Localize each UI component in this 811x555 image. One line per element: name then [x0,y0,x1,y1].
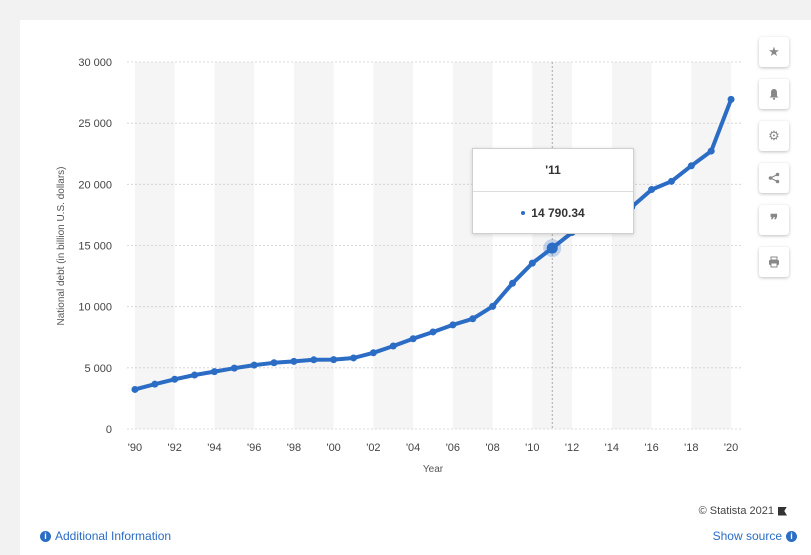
copyright-text: © Statista 2021 [698,505,774,517]
x-tick-label: '98 [287,442,301,454]
x-tick-label: '92 [168,442,182,454]
data-point[interactable] [369,349,377,357]
x-tick-label: '14 [605,442,619,454]
quote-icon: ❞ [769,212,779,229]
y-axis-title: National debt (in billion U.S. dollars) [56,167,67,326]
x-tick-label: '04 [406,442,420,454]
data-point[interactable] [648,186,656,194]
share-icon [768,172,780,184]
data-point[interactable] [546,242,558,254]
y-tick-label: 10 000 [78,302,112,314]
y-tick-label: 0 [106,424,112,436]
share-button[interactable] [759,163,789,193]
data-point[interactable] [270,359,278,367]
tooltip-value-row: 14 790.34 [473,192,633,233]
x-tick-label: '94 [207,442,221,454]
notification-button[interactable] [759,79,789,109]
data-point[interactable] [489,302,497,310]
y-tick-label: 30 000 [78,57,112,69]
data-point[interactable] [429,328,437,336]
x-tick-label: '16 [644,442,658,454]
data-tooltip: '11 14 790.34 [472,148,634,234]
tooltip-value: 14 790.34 [531,205,585,220]
data-point[interactable] [409,335,417,343]
y-tick-label: 15 000 [78,241,112,253]
data-point[interactable] [191,371,199,379]
data-point[interactable] [528,259,536,267]
x-tick-label: '18 [684,442,698,454]
info-icon: i [40,530,51,542]
settings-button[interactable]: ⚙ [759,121,789,151]
x-tick-label: '06 [446,442,460,454]
x-tick-label: '90 [128,442,142,454]
star-icon: ★ [768,44,780,59]
x-tick-label: '10 [525,442,539,454]
tooltip-series-dot-icon [521,210,526,215]
y-axis-ticks: 0 5 000 10 000 15 000 20 000 25 000 30 000 [78,57,112,436]
x-tick-label: '20 [724,442,738,454]
print-icon [769,256,779,268]
data-point[interactable] [131,385,139,393]
show-source-link[interactable]: Show source i [713,529,797,543]
additional-information-link[interactable]: i Additional Information [40,529,171,543]
data-point[interactable] [230,364,238,372]
series-points [131,95,735,393]
data-point[interactable] [350,354,358,362]
data-point[interactable] [171,375,179,383]
favorite-button[interactable]: ★ [759,37,789,67]
data-point[interactable] [449,321,457,329]
bell-icon [769,89,779,100]
data-point[interactable] [469,315,477,323]
additional-information-label: Additional Information [55,529,172,543]
data-point[interactable] [508,279,516,287]
print-button[interactable] [759,247,789,277]
data-point[interactable] [687,162,695,170]
tooltip-year: '11 [473,149,633,192]
copyright: © Statista 2021 [699,505,787,517]
data-point[interactable] [727,95,735,103]
x-tick-label: '08 [485,442,499,454]
x-axis-title: Year [423,464,444,475]
data-point[interactable] [250,361,258,369]
cite-button[interactable]: ❞ [759,205,789,235]
data-point[interactable] [667,177,675,185]
y-tick-label: 5 000 [84,363,112,375]
data-point[interactable] [210,368,218,376]
info-icon: i [786,530,797,542]
flag-icon[interactable] [778,506,787,516]
x-tick-label: '00 [326,442,340,454]
data-point[interactable] [389,342,397,350]
x-axis-ticks: '90 '92 '94 '96 '98 '00 '02 '04 '06 '08 '10 '12 '14 '… [128,442,738,454]
x-tick-label: '96 [247,442,261,454]
x-tick-label: '12 [565,442,579,454]
y-tick-label: 25 000 [78,118,112,130]
data-point[interactable] [151,380,159,388]
x-tick-label: '02 [366,442,380,454]
data-point[interactable] [330,356,338,364]
show-source-label: Show source [712,529,782,543]
y-tick-label: 20 000 [78,179,112,191]
data-point[interactable] [310,356,318,364]
data-point[interactable] [707,147,715,155]
gear-icon: ⚙ [768,128,780,143]
data-point[interactable] [290,357,298,365]
